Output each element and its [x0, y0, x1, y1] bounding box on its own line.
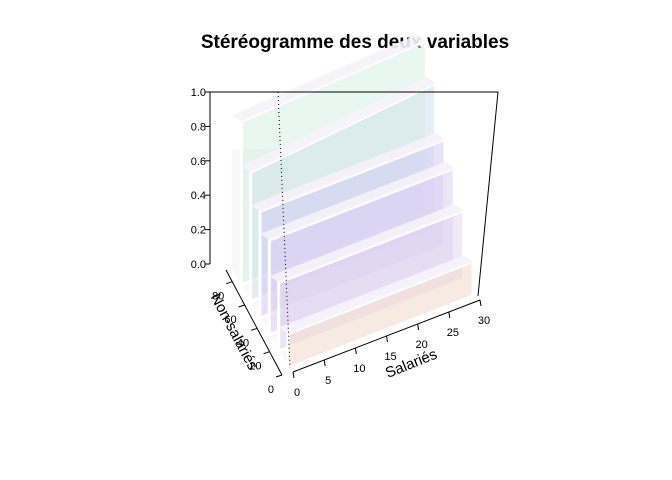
y-tick-label: 40 [237, 337, 249, 349]
slab-top-face [232, 34, 427, 122]
y-tick-label: 60 [224, 314, 236, 326]
x-tick-mark [323, 359, 326, 367]
x-tick-mark [417, 323, 420, 331]
y-tick-label: 80 [212, 291, 224, 303]
z-tick-label: 0.0 [191, 259, 206, 271]
slab-top-face [260, 161, 455, 241]
z-tick-label: 0.4 [191, 190, 206, 202]
y-tick-mark [238, 304, 245, 308]
y-tick-mark [275, 374, 283, 378]
x-tick-mark [448, 311, 451, 319]
y-tick-mark [226, 281, 233, 285]
x-tick-mark [354, 347, 357, 355]
slab-top-face [241, 76, 436, 173]
x-tick-label: 5 [325, 375, 331, 387]
z-tick-label: 1.0 [191, 87, 206, 99]
z-tick-label: 0.6 [191, 156, 206, 168]
slab-top-face [269, 204, 464, 283]
x-tick-label: 0 [294, 387, 300, 399]
x-tick-mark [479, 299, 482, 307]
x-tick-label: 15 [384, 351, 396, 363]
chart-title: Stéréogramme des deux variables [201, 32, 509, 53]
slab-top-face [279, 255, 473, 334]
slabs-layer [232, 34, 475, 371]
z-axis: 0.0 0.2 0.4 0.6 0.8 1.0 [191, 87, 211, 271]
y-tick-label: 0 [268, 384, 274, 396]
x-tick-label: 30 [478, 315, 490, 327]
y-tick-mark [263, 351, 270, 355]
x-tick-label: 25 [447, 327, 459, 339]
x-tick-label: 10 [353, 363, 365, 375]
y-tick-mark [250, 327, 258, 331]
y-tick-label: 20 [249, 361, 261, 373]
x-tick-label: 20 [416, 339, 428, 351]
slab-top-face [251, 133, 445, 212]
z-tick-label: 0.2 [191, 225, 206, 237]
x-tick-mark [386, 335, 388, 343]
z-tick-label: 0.8 [191, 121, 206, 133]
x-tick-mark [292, 371, 295, 379]
